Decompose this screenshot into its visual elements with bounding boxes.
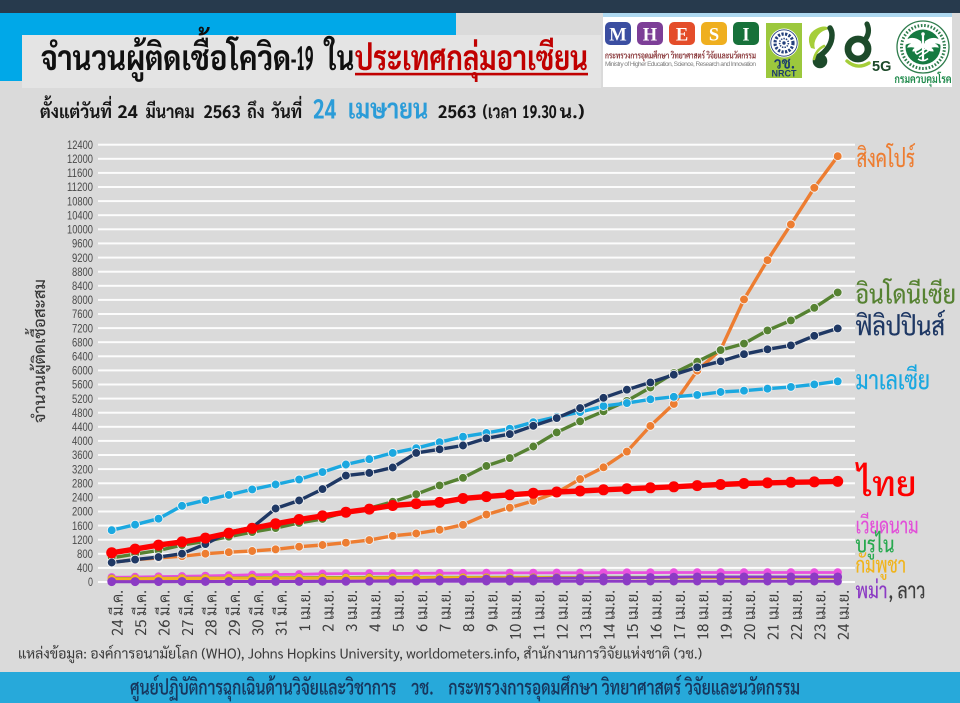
svg-text:8000: 8000 (72, 293, 93, 307)
svg-text:5200: 5200 (72, 392, 93, 406)
svg-text:7600: 7600 (72, 307, 93, 321)
svg-text:5600: 5600 (72, 378, 93, 392)
svg-text:3200: 3200 (72, 462, 93, 476)
svg-text:1200: 1200 (72, 533, 93, 547)
svg-text:2800: 2800 (72, 477, 93, 491)
svg-text:E: E (676, 26, 688, 46)
svg-text:H: H (643, 26, 658, 46)
svg-text:3600: 3600 (72, 448, 93, 462)
svg-text:4800: 4800 (72, 406, 93, 420)
svg-text:6400: 6400 (72, 350, 93, 364)
svg-text:11200: 11200 (67, 180, 93, 194)
svg-text:M: M (609, 26, 626, 46)
svg-text:1600: 1600 (72, 519, 93, 533)
svg-text:9200: 9200 (72, 251, 93, 265)
svg-text:S: S (709, 26, 719, 46)
svg-text:12000: 12000 (67, 152, 93, 166)
svg-text:6800: 6800 (72, 335, 93, 349)
svg-text:9600: 9600 (72, 237, 93, 251)
svg-text:7200: 7200 (72, 321, 93, 335)
svg-text:8800: 8800 (72, 265, 93, 279)
svg-text:400: 400 (77, 561, 93, 575)
svg-text:12400: 12400 (67, 138, 93, 152)
svg-text:10000: 10000 (67, 223, 93, 237)
svg-text:Ministry of Higher Education,: Ministry of Higher Education, Science, R… (605, 61, 756, 68)
svg-text:2000: 2000 (72, 505, 93, 519)
svg-text:NRCT: NRCT (772, 69, 797, 79)
svg-text:0: 0 (88, 575, 93, 589)
svg-text:11600: 11600 (67, 166, 93, 180)
svg-text:2400: 2400 (72, 491, 93, 505)
svg-text:6000: 6000 (72, 364, 93, 378)
svg-text:10400: 10400 (67, 208, 93, 222)
svg-text:5G: 5G (872, 59, 891, 75)
svg-text:4400: 4400 (72, 420, 93, 434)
svg-text:800: 800 (77, 547, 93, 561)
svg-text:10800: 10800 (67, 194, 93, 208)
svg-text:I: I (742, 26, 749, 46)
svg-text:8400: 8400 (72, 279, 93, 293)
svg-text:4000: 4000 (72, 434, 93, 448)
